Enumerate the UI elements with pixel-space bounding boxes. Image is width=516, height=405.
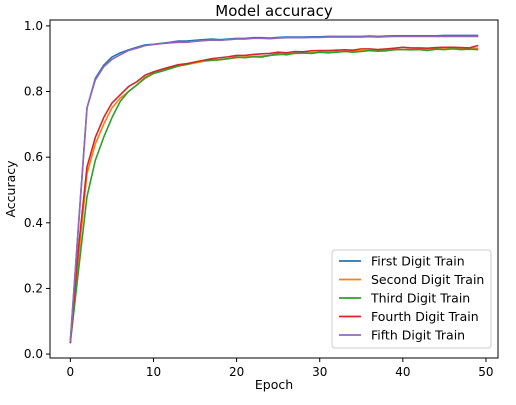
legend-label: Third Digit Train [370, 291, 470, 306]
x-tick-label: 10 [146, 365, 161, 379]
legend-label: Fifth Digit Train [371, 328, 465, 343]
series-line-4 [69, 44, 479, 344]
y-tick-label: 1.0 [24, 19, 43, 33]
y-tick-label: 0.2 [24, 281, 43, 295]
legend-box [331, 249, 492, 349]
x-tick-label: 50 [478, 365, 493, 379]
series-line-5 [69, 35, 479, 342]
legend-item: Fifth Digit Train [339, 328, 465, 343]
x-axis: 0 10 20 30 40 50 [67, 358, 494, 379]
y-tick-label: 0.4 [24, 216, 43, 230]
legend-item: Third Digit Train [339, 291, 470, 306]
chart-title: Model accuracy [215, 2, 333, 20]
legend-label: Fourth Digit Train [371, 309, 479, 324]
series-line-3 [69, 48, 479, 344]
y-tick-label: 0.6 [24, 150, 43, 164]
x-tick-label: 30 [312, 365, 327, 379]
legend-label: Second Digit Train [371, 272, 484, 287]
legend: First Digit Train Second Digit Train Third… [331, 249, 492, 349]
legend-label: First Digit Train [371, 254, 465, 269]
y-axis-label: Accuracy [3, 160, 18, 218]
legend-item: Fourth Digit Train [339, 309, 479, 324]
y-tick-label: 0.8 [24, 85, 43, 99]
plot-frame [49, 19, 499, 359]
x-tick-label: 0 [67, 365, 75, 379]
y-tick-label: 0.0 [24, 347, 43, 361]
legend-item: Second Digit Train [339, 272, 484, 287]
series-lines [69, 34, 479, 344]
y-axis: 0.0 0.2 0.4 0.6 0.8 1.0 [24, 19, 50, 361]
x-axis-label: Epoch [255, 377, 293, 392]
legend-item: First Digit Train [339, 254, 465, 269]
x-tick-label: 20 [229, 365, 244, 379]
x-tick-label: 40 [395, 365, 410, 379]
